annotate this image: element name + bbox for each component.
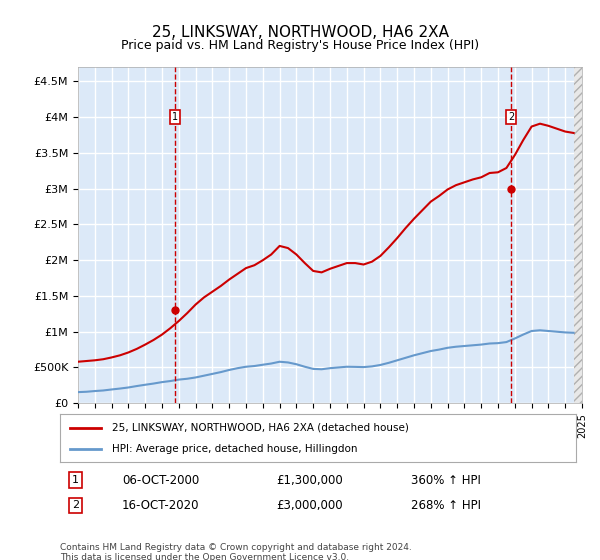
Text: Price paid vs. HM Land Registry's House Price Index (HPI): Price paid vs. HM Land Registry's House …	[121, 39, 479, 52]
Text: 06-OCT-2000: 06-OCT-2000	[122, 474, 199, 487]
Text: 1: 1	[172, 112, 178, 122]
Text: This data is licensed under the Open Government Licence v3.0.: This data is licensed under the Open Gov…	[60, 553, 349, 560]
Text: 268% ↑ HPI: 268% ↑ HPI	[411, 499, 481, 512]
Text: 1: 1	[72, 475, 79, 485]
Text: 2: 2	[72, 501, 79, 510]
Text: 25, LINKSWAY, NORTHWOOD, HA6 2XA (detached house): 25, LINKSWAY, NORTHWOOD, HA6 2XA (detach…	[112, 423, 409, 433]
Text: Contains HM Land Registry data © Crown copyright and database right 2024.: Contains HM Land Registry data © Crown c…	[60, 543, 412, 552]
Text: 25, LINKSWAY, NORTHWOOD, HA6 2XA: 25, LINKSWAY, NORTHWOOD, HA6 2XA	[151, 25, 449, 40]
Text: HPI: Average price, detached house, Hillingdon: HPI: Average price, detached house, Hill…	[112, 444, 357, 454]
Text: 2: 2	[508, 112, 514, 122]
Text: 360% ↑ HPI: 360% ↑ HPI	[411, 474, 481, 487]
Text: £3,000,000: £3,000,000	[277, 499, 343, 512]
Text: £1,300,000: £1,300,000	[277, 474, 343, 487]
Text: 16-OCT-2020: 16-OCT-2020	[122, 499, 199, 512]
